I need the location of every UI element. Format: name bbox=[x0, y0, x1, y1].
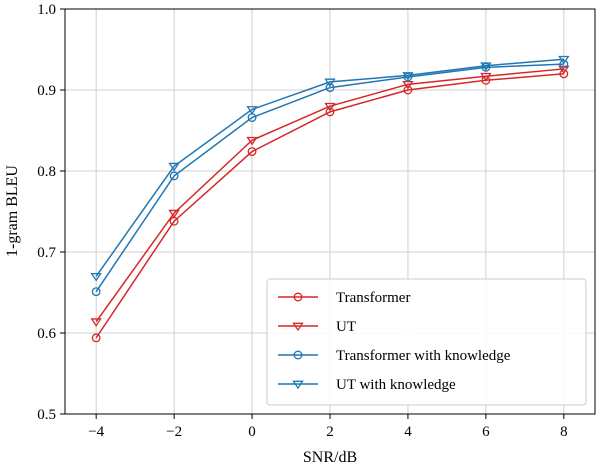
data-point bbox=[246, 106, 258, 115]
x-tick-label: 6 bbox=[482, 424, 490, 440]
legend-entry-0: Transformer bbox=[278, 290, 410, 306]
data-point bbox=[91, 333, 101, 343]
legend-swatch-marker bbox=[293, 350, 303, 360]
x-tick-label: 2 bbox=[326, 424, 334, 440]
y-tick-label: 0.8 bbox=[37, 164, 56, 180]
y-tick-label: 0.5 bbox=[37, 407, 56, 423]
data-point bbox=[246, 136, 258, 146]
data-point bbox=[558, 55, 570, 65]
data-point bbox=[325, 107, 335, 117]
data-point bbox=[558, 65, 570, 75]
legend-entry-2: Transformer with knowledge bbox=[278, 348, 511, 364]
data-point bbox=[480, 62, 492, 71]
data-point bbox=[402, 72, 414, 81]
data-point bbox=[91, 287, 101, 297]
series-2 bbox=[91, 59, 569, 297]
y-axis-label: 1-gram BLEU bbox=[4, 165, 21, 257]
legend-label: UT with knowledge bbox=[336, 377, 456, 393]
data-point bbox=[168, 209, 180, 219]
series-line bbox=[95, 68, 564, 323]
data-point bbox=[324, 102, 336, 112]
data-point bbox=[480, 72, 492, 82]
series-line bbox=[95, 58, 564, 277]
data-point bbox=[325, 83, 335, 93]
data-point bbox=[90, 318, 102, 327]
data-point bbox=[559, 59, 569, 69]
legend-swatch-marker bbox=[292, 380, 304, 390]
data-point bbox=[247, 147, 257, 157]
axis-ticks: −4 −2 0 2 4 6 8 0.5 0.6 0.7 0.8 0.9 1.0 bbox=[37, 2, 567, 440]
x-tick-label: 0 bbox=[248, 424, 256, 440]
legend-frame bbox=[266, 278, 587, 406]
x-tick-label: −2 bbox=[166, 424, 182, 440]
legend-entry-3: UT with knowledge bbox=[278, 377, 456, 393]
data-point bbox=[324, 78, 336, 88]
legend-swatch-marker bbox=[293, 292, 303, 302]
legend-label: Transformer bbox=[336, 290, 410, 306]
legend-label: Transformer with knowledge bbox=[336, 348, 511, 364]
data-point bbox=[559, 69, 569, 79]
data-point bbox=[90, 272, 102, 282]
series-1 bbox=[90, 65, 570, 327]
legend: Transformer UT Transformer with knowledge U… bbox=[266, 278, 587, 406]
y-tick-label: 0.9 bbox=[37, 83, 56, 99]
y-tick-label: 0.7 bbox=[37, 245, 56, 261]
series-layer bbox=[90, 55, 570, 343]
x-tick-label: 8 bbox=[560, 424, 568, 440]
data-point bbox=[168, 162, 180, 172]
legend-entry-1: UT bbox=[278, 319, 356, 335]
x-tick-label: −4 bbox=[88, 424, 104, 440]
data-point bbox=[403, 85, 413, 95]
series-line bbox=[95, 63, 564, 293]
legend-label: UT bbox=[336, 319, 356, 335]
legend-swatch-marker bbox=[292, 322, 304, 332]
y-tick-label: 0.6 bbox=[37, 326, 56, 342]
y-tick-label: 1.0 bbox=[37, 2, 56, 18]
x-tick-label: 4 bbox=[404, 424, 412, 440]
data-point bbox=[402, 80, 414, 90]
x-axis-label: SNR/dB bbox=[303, 449, 357, 466]
series-3 bbox=[90, 55, 570, 282]
data-point bbox=[169, 171, 179, 181]
